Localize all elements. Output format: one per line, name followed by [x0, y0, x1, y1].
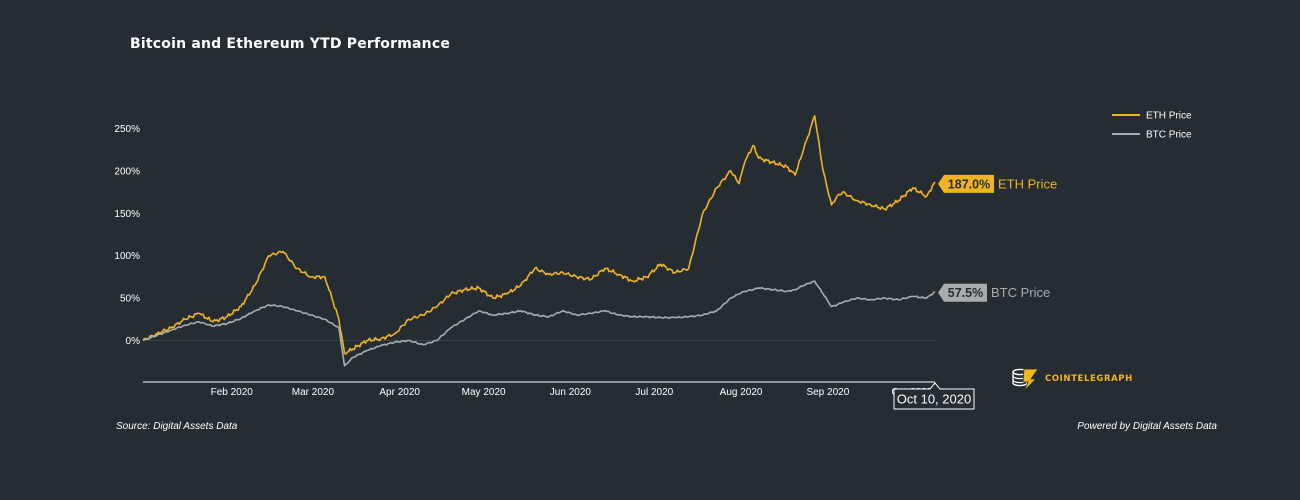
chart-title: Bitcoin and Ethereum YTD Performance [130, 36, 451, 52]
y-tick-label: 150% [114, 209, 140, 220]
source-note: Source: Digital Assets Data [116, 421, 238, 432]
legend-item[interactable]: BTC Price [1112, 130, 1192, 141]
legend-item[interactable]: ETH Price [1112, 111, 1192, 122]
y-tick-label: 100% [114, 251, 140, 262]
crosshair-tooltip: Oct 10, 2020 [893, 382, 975, 410]
x-tick-label: Apr 2020 [379, 387, 420, 398]
end-labels: 187.0% ETH Price 57.5% BTC Price [938, 174, 1057, 302]
btc-price-line[interactable] [142, 280, 936, 367]
y-tick-label: 50% [120, 294, 140, 305]
crosshair-date: Oct 10, 2020 [897, 392, 971, 407]
x-tick-label: Jul 2020 [635, 387, 673, 398]
y-tick-label: 200% [114, 166, 140, 177]
cointelegraph-logo[interactable]: COINTELEGRAPH [1011, 366, 1133, 392]
x-tick-label: May 2020 [462, 387, 506, 398]
y-tick-label: 250% [114, 124, 140, 135]
logo-text: COINTELEGRAPH [1045, 374, 1133, 384]
legend-label: BTC Price [1146, 130, 1192, 141]
crosshair-tooltip-box [893, 382, 975, 410]
legend[interactable]: ETH Price BTC Price [1112, 111, 1192, 141]
eth-price-line[interactable] [142, 115, 936, 355]
y-tick-label: 0% [126, 336, 141, 347]
y-axis: 0% 50% 100% 150% 200% 250% [114, 124, 140, 347]
end-label-badge [938, 283, 987, 302]
x-tick-label: Sep 2020 [806, 387, 849, 398]
legend-label: ETH Price [1146, 111, 1192, 122]
x-tick-label: Feb 2020 [211, 387, 254, 398]
series-layer [142, 115, 936, 367]
end-label-badge [938, 174, 994, 193]
end-label-series-name: BTC Price [991, 285, 1050, 300]
x-tick-label: Aug 2020 [720, 387, 763, 398]
end-label-value: 187.0% [948, 177, 990, 191]
btc-end-label: 57.5% BTC Price [938, 283, 1050, 302]
x-tick-label: Jun 2020 [550, 387, 592, 398]
x-axis: Feb 2020 Mar 2020 Apr 2020 May 2020 Jun 2020… [211, 387, 933, 398]
x-tick-label: Mar 2020 [292, 387, 335, 398]
end-label-series-name: ETH Price [998, 176, 1057, 191]
cointelegraph-logo-icon [1012, 368, 1039, 392]
eth-end-label: 187.0% ETH Price [938, 174, 1057, 193]
powered-by-note[interactable]: Powered by Digital Assets Data [1077, 421, 1217, 432]
end-label-value: 57.5% [948, 286, 983, 300]
